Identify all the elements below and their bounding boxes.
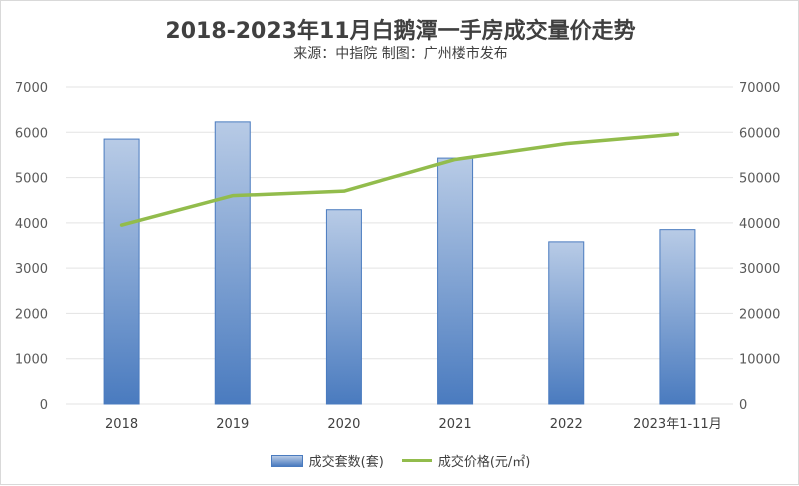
y-right-tick-label: 70000 <box>739 81 780 96</box>
y-right-tick-label: 50000 <box>739 172 780 187</box>
legend-swatch-line <box>402 459 432 462</box>
x-tick-label: 2021 <box>439 417 472 432</box>
y-left-tick-label: 6000 <box>15 126 48 141</box>
x-tick-label: 2018 <box>105 417 138 432</box>
y-left-tick-label: 7000 <box>15 81 48 96</box>
legend-item-line: 成交价格(元/㎡) <box>402 451 531 470</box>
y-right-tick-label: 60000 <box>739 126 780 141</box>
y-right-tick-label: 10000 <box>739 353 780 368</box>
legend-label-bar: 成交套数(套) <box>309 451 384 470</box>
y-left-tick-label: 1000 <box>15 353 48 368</box>
bar <box>215 122 250 404</box>
bar <box>438 158 473 404</box>
y-left-tick-label: 4000 <box>15 217 48 232</box>
y-right-tick-label: 40000 <box>739 217 780 232</box>
x-tick-label: 2020 <box>327 417 360 432</box>
bar <box>326 210 361 404</box>
legend-swatch-bar <box>271 455 303 467</box>
y-left-tick-label: 3000 <box>15 262 48 277</box>
y-left-tick-label: 5000 <box>15 172 48 187</box>
legend-label-line: 成交价格(元/㎡) <box>438 451 531 470</box>
y-right-tick-label: 0 <box>739 398 747 413</box>
y-left-tick-label: 2000 <box>15 307 48 322</box>
legend: 成交套数(套) 成交价格(元/㎡) <box>1 451 799 470</box>
bar <box>549 242 584 404</box>
y-left-tick-label: 0 <box>40 398 48 413</box>
x-tick-label: 2019 <box>216 417 249 432</box>
bar <box>104 139 139 404</box>
bar <box>660 230 695 404</box>
price-line <box>122 134 678 225</box>
x-tick-label: 2022 <box>550 417 583 432</box>
y-right-tick-label: 20000 <box>739 307 780 322</box>
y-right-tick-label: 30000 <box>739 262 780 277</box>
x-tick-label: 2023年1-11月 <box>633 417 722 432</box>
legend-item-bar: 成交套数(套) <box>271 451 384 470</box>
